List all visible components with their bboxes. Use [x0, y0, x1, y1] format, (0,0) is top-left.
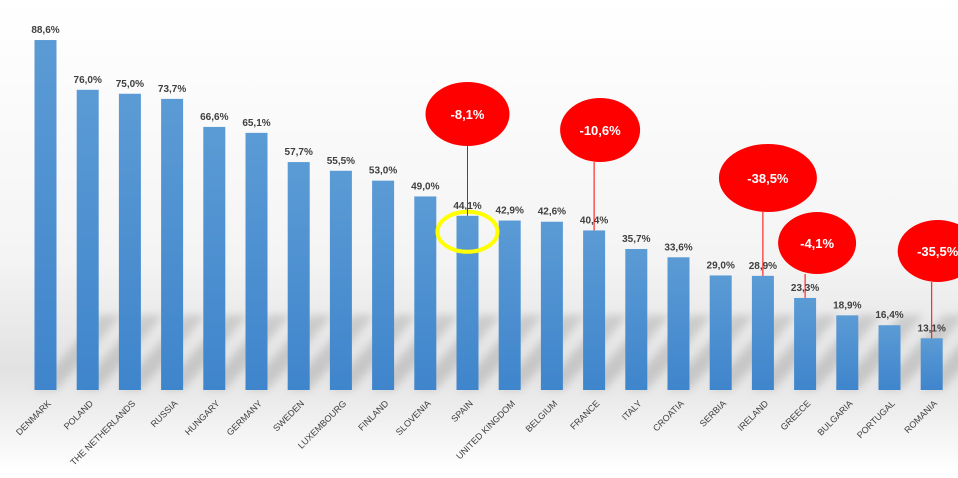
- value-label-portugal: 16,4%: [875, 310, 903, 321]
- value-label-denmark: 88,6%: [31, 25, 59, 36]
- value-label-belgium: 42,6%: [538, 207, 566, 218]
- callout-text-spain: -8,1%: [451, 107, 485, 122]
- bar-finland: [372, 181, 394, 390]
- value-label-serbia: 29,0%: [707, 260, 735, 271]
- bar-greece: [794, 298, 816, 390]
- bar-serbia: [710, 275, 732, 390]
- bar-portugal: [879, 325, 901, 390]
- value-label-united-kingdom: 42,9%: [496, 206, 524, 217]
- value-label-sweden: 57,7%: [285, 147, 313, 158]
- value-label-the-netherlands: 75,0%: [116, 79, 144, 90]
- bar-sweden: [288, 162, 310, 390]
- bar-russia: [161, 99, 183, 390]
- callout-text-france: -10,6%: [579, 123, 621, 138]
- bar-poland: [77, 90, 99, 390]
- bar-bulgaria: [836, 315, 858, 390]
- bar-italy: [625, 249, 647, 390]
- value-label-italy: 35,7%: [622, 234, 650, 245]
- value-label-germany: 65,1%: [242, 118, 270, 129]
- bar-the-netherlands: [119, 94, 141, 390]
- value-label-russia: 73,7%: [158, 84, 186, 95]
- bar-hungary: [203, 127, 225, 390]
- bar-germany: [246, 133, 268, 390]
- bar-luxembourg: [330, 171, 352, 390]
- callout-text-ireland: -38,5%: [747, 171, 789, 186]
- bar-spain: [457, 216, 479, 390]
- bar-romania: [921, 338, 943, 390]
- bar-denmark: [35, 40, 57, 390]
- value-label-poland: 76,0%: [74, 75, 102, 86]
- bar-ireland: [752, 276, 774, 390]
- callout-text-greece: -4,1%: [800, 236, 834, 251]
- value-label-bulgaria: 18,9%: [833, 300, 861, 311]
- bar-croatia: [668, 257, 690, 390]
- value-label-finland: 53,0%: [369, 166, 397, 177]
- bar-united-kingdom: [499, 221, 521, 390]
- value-label-hungary: 66,6%: [200, 112, 228, 123]
- bar-slovenia: [414, 196, 436, 390]
- bar-belgium: [541, 222, 563, 390]
- callout-text-romania: -35,5%: [917, 244, 958, 259]
- value-label-slovenia: 49,0%: [411, 181, 439, 192]
- value-label-luxembourg: 55,5%: [327, 156, 355, 167]
- bar-france: [583, 230, 605, 390]
- value-label-croatia: 33,6%: [664, 242, 692, 253]
